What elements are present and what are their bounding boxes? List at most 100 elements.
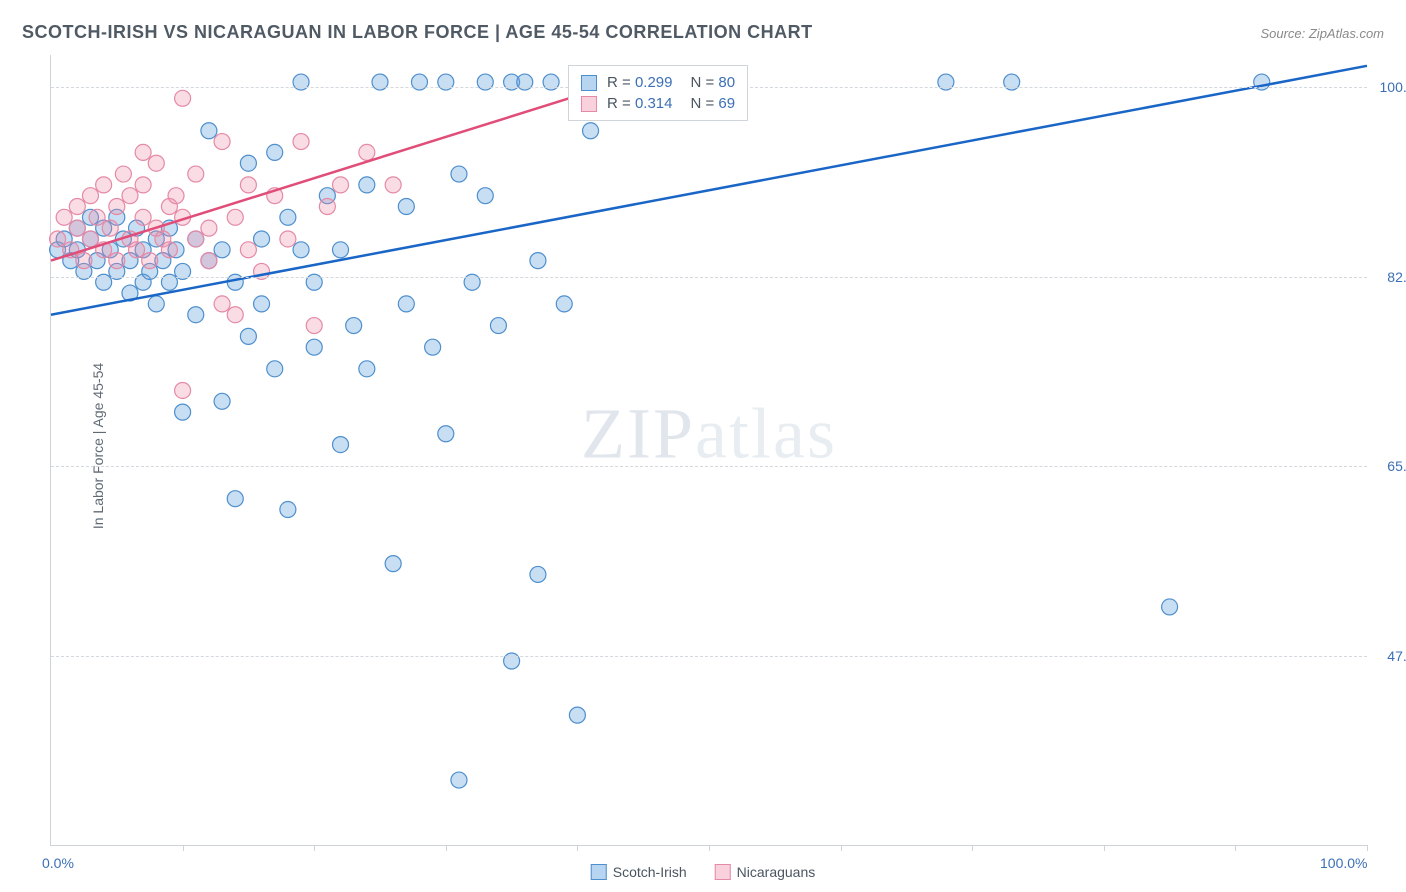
data-point	[254, 296, 270, 312]
stats-n-label: N = 69	[690, 95, 735, 112]
data-point	[135, 209, 151, 225]
source-label: Source: ZipAtlas.com	[1260, 26, 1384, 41]
data-point	[267, 361, 283, 377]
stats-n-label: N = 80	[690, 74, 735, 91]
plot-area: ZIPatlas 47.5%65.0%82.5%100.0%	[50, 55, 1367, 846]
data-point	[530, 253, 546, 269]
data-point	[175, 90, 191, 106]
legend: Scotch-Irish Nicaraguans	[591, 864, 816, 880]
data-point	[385, 177, 401, 193]
data-point	[89, 209, 105, 225]
data-point	[135, 177, 151, 193]
x-tick	[972, 845, 973, 851]
x-tick	[841, 845, 842, 851]
data-point	[129, 242, 145, 258]
y-tick-label: 47.5%	[1372, 648, 1406, 664]
data-point	[333, 177, 349, 193]
data-point	[142, 253, 158, 269]
gridline	[51, 466, 1367, 467]
stats-swatch	[581, 75, 597, 91]
data-point	[214, 242, 230, 258]
y-tick-label: 82.5%	[1372, 269, 1406, 285]
data-point	[175, 382, 191, 398]
data-point	[333, 437, 349, 453]
data-point	[385, 556, 401, 572]
data-point	[240, 242, 256, 258]
data-point	[161, 242, 177, 258]
legend-swatch	[591, 864, 607, 880]
data-point	[102, 220, 118, 236]
data-point	[451, 166, 467, 182]
data-point	[227, 491, 243, 507]
data-point	[398, 199, 414, 215]
legend-label: Nicaraguans	[737, 864, 816, 880]
data-point	[438, 426, 454, 442]
data-point	[333, 242, 349, 258]
data-point	[201, 253, 217, 269]
data-point	[569, 707, 585, 723]
data-point	[346, 318, 362, 334]
gridline	[51, 656, 1367, 657]
data-point	[240, 177, 256, 193]
data-point	[69, 199, 85, 215]
data-point	[306, 318, 322, 334]
x-tick	[1104, 845, 1105, 851]
x-tick	[577, 845, 578, 851]
data-point	[109, 199, 125, 215]
data-point	[201, 123, 217, 139]
stats-swatch	[581, 96, 597, 112]
data-point	[359, 144, 375, 160]
data-point	[175, 404, 191, 420]
data-point	[69, 220, 85, 236]
stats-box: R = 0.299N = 80 R = 0.314 N = 69	[568, 65, 748, 121]
data-point	[188, 166, 204, 182]
data-point	[82, 231, 98, 247]
data-point	[188, 231, 204, 247]
data-point	[293, 242, 309, 258]
data-point	[556, 296, 572, 312]
y-tick-label: 100.0%	[1372, 79, 1406, 95]
data-point	[425, 339, 441, 355]
data-point	[267, 144, 283, 160]
x-tick	[446, 845, 447, 851]
legend-label: Scotch-Irish	[613, 864, 687, 880]
data-point	[319, 199, 335, 215]
data-point	[254, 231, 270, 247]
stats-row: R = 0.299N = 80	[581, 72, 735, 93]
data-point	[201, 220, 217, 236]
data-point	[188, 307, 204, 323]
legend-item: Scotch-Irish	[591, 864, 687, 880]
trend-line	[51, 87, 604, 260]
data-point	[227, 307, 243, 323]
chart-svg	[51, 55, 1367, 845]
data-point	[109, 253, 125, 269]
x-axis-min-label: 0.0%	[42, 855, 74, 871]
x-axis-max-label: 100.0%	[1320, 855, 1367, 871]
data-point	[214, 393, 230, 409]
data-point	[214, 296, 230, 312]
data-point	[280, 502, 296, 518]
data-point	[50, 231, 66, 247]
x-tick	[1367, 845, 1368, 851]
data-point	[240, 328, 256, 344]
data-point	[490, 318, 506, 334]
data-point	[359, 177, 375, 193]
data-point	[306, 339, 322, 355]
gridline	[51, 277, 1367, 278]
x-tick	[709, 845, 710, 851]
data-point	[240, 155, 256, 171]
data-point	[82, 188, 98, 204]
data-point	[451, 772, 467, 788]
stats-row: R = 0.314 N = 69	[581, 93, 735, 114]
data-point	[76, 253, 92, 269]
stats-r-label: R = 0.314	[607, 95, 672, 112]
data-point	[148, 155, 164, 171]
data-point	[168, 188, 184, 204]
data-point	[280, 209, 296, 225]
data-point	[56, 209, 72, 225]
data-point	[122, 188, 138, 204]
data-point	[477, 188, 493, 204]
data-point	[115, 166, 131, 182]
data-point	[530, 566, 546, 582]
data-point	[227, 209, 243, 225]
